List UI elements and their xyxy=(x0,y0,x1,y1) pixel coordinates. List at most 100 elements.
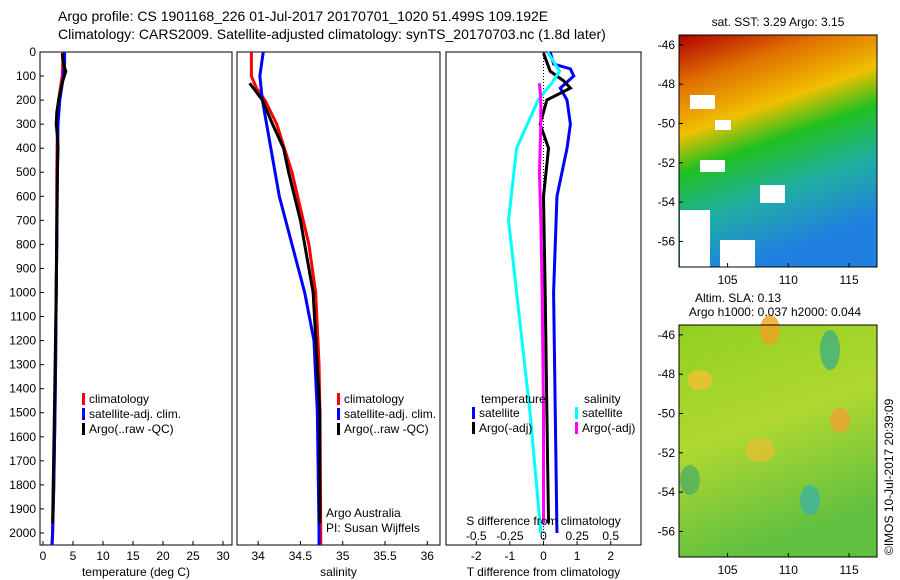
y-tick-label: 1700 xyxy=(9,454,36,468)
temperature-xlabel: temperature (deg C) xyxy=(82,565,190,579)
y-tick-label: 300 xyxy=(16,117,36,131)
y-tick-label: -54 xyxy=(658,195,676,209)
x-tick-label: 36 xyxy=(421,549,435,563)
x-tick-label: -2 xyxy=(471,549,482,563)
y-tick-label: -46 xyxy=(658,38,676,52)
y-tick-label: 100 xyxy=(16,69,36,83)
x-tick-label: 25 xyxy=(186,549,200,563)
map-frame xyxy=(678,34,878,268)
y-tick-label: 1500 xyxy=(9,406,36,420)
missing-data-patch xyxy=(760,185,785,203)
y-tick-label: 700 xyxy=(16,213,36,227)
x-tick-label: 20 xyxy=(156,549,170,563)
missing-data-patch xyxy=(715,120,731,130)
y-tick-label: -54 xyxy=(658,485,676,499)
y-tick-label: 200 xyxy=(16,93,36,107)
x-tick-label: 35 xyxy=(336,549,350,563)
legend-swatch xyxy=(82,393,85,405)
missing-data-patch xyxy=(680,210,710,267)
sla-feature xyxy=(800,485,820,515)
profile-line-argo-raw-qc- xyxy=(248,82,322,524)
y-tick-label: -50 xyxy=(658,116,676,130)
legend-label: satellite-adj. clim. xyxy=(344,407,436,421)
s-tick-label: 0.5 xyxy=(602,529,619,543)
s-tick-label: -0.25 xyxy=(496,529,524,543)
s-tick-label: 0 xyxy=(540,529,547,543)
y-tick-label: -46 xyxy=(658,328,676,342)
sla-feature xyxy=(760,315,780,345)
x-tick-label: 34.5 xyxy=(289,549,313,563)
y-tick-label: -50 xyxy=(658,406,676,420)
y-tick-label: 0 xyxy=(29,45,36,59)
map-frame xyxy=(678,324,878,558)
pi-label: PI: Susan Wijffels xyxy=(326,521,420,535)
sla-feature xyxy=(680,465,700,495)
profile-line-climatology xyxy=(249,52,323,545)
map-field xyxy=(679,35,877,267)
y-tick-label: 600 xyxy=(16,189,36,203)
y-tick-label: 1200 xyxy=(9,334,36,348)
s-xlabel: S difference from climatology xyxy=(466,514,621,528)
legend-label: Argo(..raw -QC) xyxy=(344,422,429,436)
x-tick-label: 30 xyxy=(216,549,230,563)
legend-swatch xyxy=(82,408,85,420)
legend-title-salinity: salinity xyxy=(584,392,621,406)
x-tick-label: 34 xyxy=(251,549,265,563)
salinity-xlabel: salinity xyxy=(320,565,357,579)
legend-swatch xyxy=(337,423,340,435)
legend-label: climatology xyxy=(89,392,149,406)
y-tick-label: 1000 xyxy=(9,285,36,299)
legend-title-temperature: temperature xyxy=(481,392,546,406)
x-tick-label: 1 xyxy=(574,549,581,563)
profile-line-t-satellite xyxy=(548,51,576,533)
x-tick-label: 105 xyxy=(718,563,738,577)
profile-line-argo-raw-qc- xyxy=(51,53,68,524)
x-tick-label: -1 xyxy=(505,549,516,563)
legend-label: satellite-adj. clim. xyxy=(89,407,181,421)
legend-swatch xyxy=(575,422,578,434)
legend-label: climatology xyxy=(344,392,404,406)
argo-source-label: Argo Australia xyxy=(326,506,401,520)
title-line-1: Argo profile: CS 1901168_226 01-Jul-2017… xyxy=(58,8,549,24)
sst-map: 105 110 115 -46 -48 -50 -52 -54 -56 xyxy=(658,34,878,287)
imos-credit: ©IMOS 10-Jul-2017 20:39:09 xyxy=(882,398,896,555)
title-line-2: Climatology: CARS2009. Satellite-adjuste… xyxy=(58,26,606,42)
legend-label: Argo(-adj) xyxy=(582,421,635,435)
y-tick-label: -48 xyxy=(658,77,676,91)
y-tick-label: -48 xyxy=(658,367,676,381)
legend-swatch xyxy=(337,408,340,420)
x-tick-label: 10 xyxy=(96,549,110,563)
missing-data-patch xyxy=(720,240,755,267)
x-tick-label: 0 xyxy=(540,549,547,563)
y-tick-label: 1600 xyxy=(9,430,36,444)
x-tick-label: 2 xyxy=(607,549,614,563)
map-field xyxy=(679,325,877,557)
sla-map-title: Altim. SLA: 0.13 xyxy=(695,291,781,305)
y-tick-label: 1800 xyxy=(9,478,36,492)
difference-xlabel: T difference from climatology xyxy=(467,565,621,579)
profile-line-satellite-adj-clim- xyxy=(258,51,321,545)
profile-line-s-satellite xyxy=(507,51,562,534)
y-tick-label: 1900 xyxy=(9,502,36,516)
y-tick-label: 1100 xyxy=(10,310,36,324)
sla-feature xyxy=(830,407,850,433)
legend-swatch xyxy=(472,422,475,434)
x-tick-label: 15 xyxy=(126,549,140,563)
y-tick-label: 900 xyxy=(16,261,36,275)
legend-swatch xyxy=(82,423,85,435)
x-tick-label: 115 xyxy=(839,273,858,287)
y-tick-label: 400 xyxy=(16,141,36,155)
x-tick-label: 0 xyxy=(40,549,47,563)
temperature-axes-box xyxy=(39,51,233,546)
sla-feature xyxy=(745,437,775,463)
sla-feature xyxy=(687,370,713,390)
sst-map-title: sat. SST: 3.29 Argo: 3.15 xyxy=(712,15,845,29)
missing-data-patch xyxy=(690,95,715,109)
s-tick-label: 0.25 xyxy=(565,529,589,543)
y-tick-label: -52 xyxy=(658,156,676,170)
x-tick-label: 35.5 xyxy=(373,549,397,563)
y-tick-label: -56 xyxy=(658,524,676,538)
y-tick-label: -52 xyxy=(658,446,676,460)
